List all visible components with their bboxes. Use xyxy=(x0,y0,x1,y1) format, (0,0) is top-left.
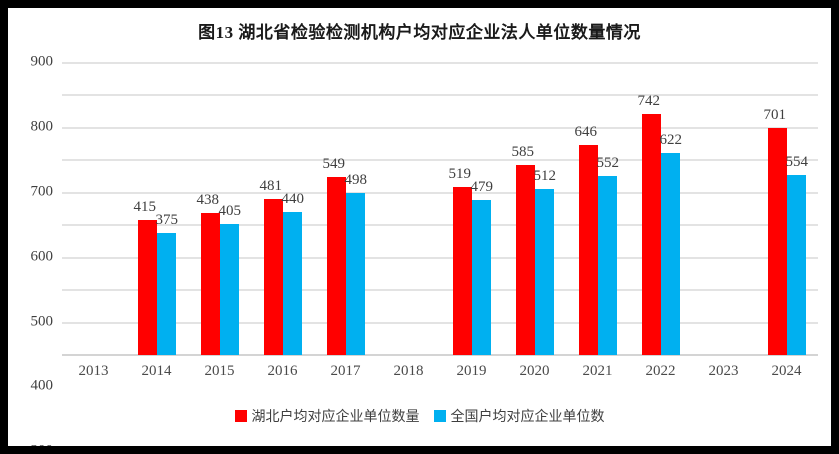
y-axis-tick-label: 500 xyxy=(30,313,54,330)
bar-group: 646 552 xyxy=(575,63,620,355)
gridline: 200 xyxy=(62,289,818,292)
bar-national[interactable] xyxy=(786,175,806,355)
bar-value-label-national: 512 xyxy=(533,167,557,184)
bar-group: 549 498 xyxy=(323,63,368,355)
bar-hubei[interactable] xyxy=(767,127,787,355)
bar-national[interactable] xyxy=(534,188,554,355)
bar-value-label-hubei: 438 xyxy=(196,191,220,208)
gridline: 700 xyxy=(31,126,818,199)
gridline: 400 xyxy=(31,224,818,394)
bar-hubei[interactable] xyxy=(326,176,346,355)
x-axis: 2013 2014 2015 2016 2017 2018 2019 2020 2021 2022… xyxy=(62,363,818,387)
bar-value-label-national: 622 xyxy=(659,132,683,149)
bar-value-label-hubei: 701 xyxy=(763,106,787,123)
x-axis-tick-label: 2017 xyxy=(330,363,361,379)
bar-value-label-national: 479 xyxy=(470,178,494,195)
bar-national[interactable] xyxy=(156,233,176,355)
bar-hubei[interactable] xyxy=(641,114,661,355)
bar-value-label-hubei: 742 xyxy=(637,93,661,110)
bar-national[interactable] xyxy=(597,175,617,355)
bar-group: 481 440 xyxy=(260,63,305,355)
bar-group: 415 375 xyxy=(134,63,179,355)
bar-group: 519 479 xyxy=(449,63,494,355)
gridline: 900 xyxy=(31,54,818,70)
gridline: 300 xyxy=(31,256,818,446)
bar-hubei[interactable] xyxy=(263,198,283,355)
bar-national[interactable] xyxy=(345,193,365,355)
bar-national[interactable] xyxy=(471,199,491,355)
bar-value-label-hubei: 585 xyxy=(511,144,535,161)
bar-value-label-hubei: 519 xyxy=(448,165,472,182)
bar-hubei[interactable] xyxy=(578,145,598,355)
bar-hubei[interactable] xyxy=(515,165,535,355)
bar-national[interactable] xyxy=(219,223,239,355)
bar-group: 438 405 xyxy=(197,63,242,355)
y-axis-tick-label: 700 xyxy=(30,183,54,200)
x-axis-tick-label: 2020 xyxy=(519,363,550,379)
axis-baseline: 0 xyxy=(62,354,818,356)
chart-legend: 湖北户均对应企业单位数量 全国户均对应企业单位数 xyxy=(8,406,831,426)
x-axis-tick-label: 2023 xyxy=(708,363,739,379)
x-axis-tick-label: 2019 xyxy=(456,363,487,379)
gridline: 800 xyxy=(31,94,818,134)
bar-group: 585 512 xyxy=(512,63,557,355)
bar-group: 742 622 xyxy=(638,63,683,355)
page-title: 图13 湖北省检验检测机构户均对应企业法人单位数量情况 xyxy=(198,23,641,42)
bar-hubei[interactable] xyxy=(452,186,472,355)
legend-item-national[interactable]: 全国户均对应企业单位数 xyxy=(433,406,605,426)
x-axis-tick-label: 2024 xyxy=(771,363,802,379)
x-axis-tick-label: 2016 xyxy=(267,363,298,379)
y-axis-tick-label: 900 xyxy=(30,53,54,70)
red-square-marker-icon xyxy=(234,410,247,422)
x-axis-tick-label: 2018 xyxy=(393,363,424,379)
bar-group: 701 554 xyxy=(764,63,809,355)
bar-value-label-hubei: 481 xyxy=(259,177,283,194)
bar-value-label-national: 440 xyxy=(281,191,305,208)
bar-value-label-national: 405 xyxy=(218,202,242,219)
legend-label: 湖北户均对应企业单位数量 xyxy=(251,408,420,424)
y-axis-tick-label: 600 xyxy=(30,248,54,265)
y-axis-tick-label: 800 xyxy=(30,118,54,135)
legend-item-hubei[interactable]: 湖北户均对应企业单位数量 xyxy=(234,406,420,426)
x-axis-tick-label: 2021 xyxy=(582,363,613,379)
bar-value-label-national: 498 xyxy=(344,172,368,189)
bar-national[interactable] xyxy=(660,153,680,355)
bar-value-label-hubei: 646 xyxy=(574,124,598,141)
y-axis-tick-label: 400 xyxy=(30,377,54,394)
chart-canvas: 图13 湖北省检验检测机构户均对应企业法人单位数量情况 0 100 200 300 40… xyxy=(8,8,831,446)
gridline: 100 xyxy=(62,321,818,324)
bar-value-label-hubei: 415 xyxy=(133,199,157,216)
bar-hubei[interactable] xyxy=(137,220,157,355)
bar-value-label-hubei: 549 xyxy=(322,155,346,172)
bar-value-label-national: 554 xyxy=(785,154,809,171)
gridline: 500 xyxy=(31,191,818,329)
bar-value-label-national: 375 xyxy=(155,212,179,229)
x-axis-tick-label: 2014 xyxy=(141,363,172,379)
bar-value-label-national: 552 xyxy=(596,154,620,171)
y-axis-tick-label: 300 xyxy=(31,443,54,446)
x-axis-tick-label: 2015 xyxy=(204,363,235,379)
bar-national[interactable] xyxy=(282,212,302,355)
gridline: 600 xyxy=(31,159,818,264)
blue-square-marker-icon xyxy=(433,410,446,422)
x-axis-tick-label: 2013 xyxy=(78,363,109,379)
x-axis-tick-label: 2022 xyxy=(645,363,676,379)
legend-label: 全国户均对应企业单位数 xyxy=(450,408,605,424)
bar-hubei[interactable] xyxy=(200,212,220,355)
